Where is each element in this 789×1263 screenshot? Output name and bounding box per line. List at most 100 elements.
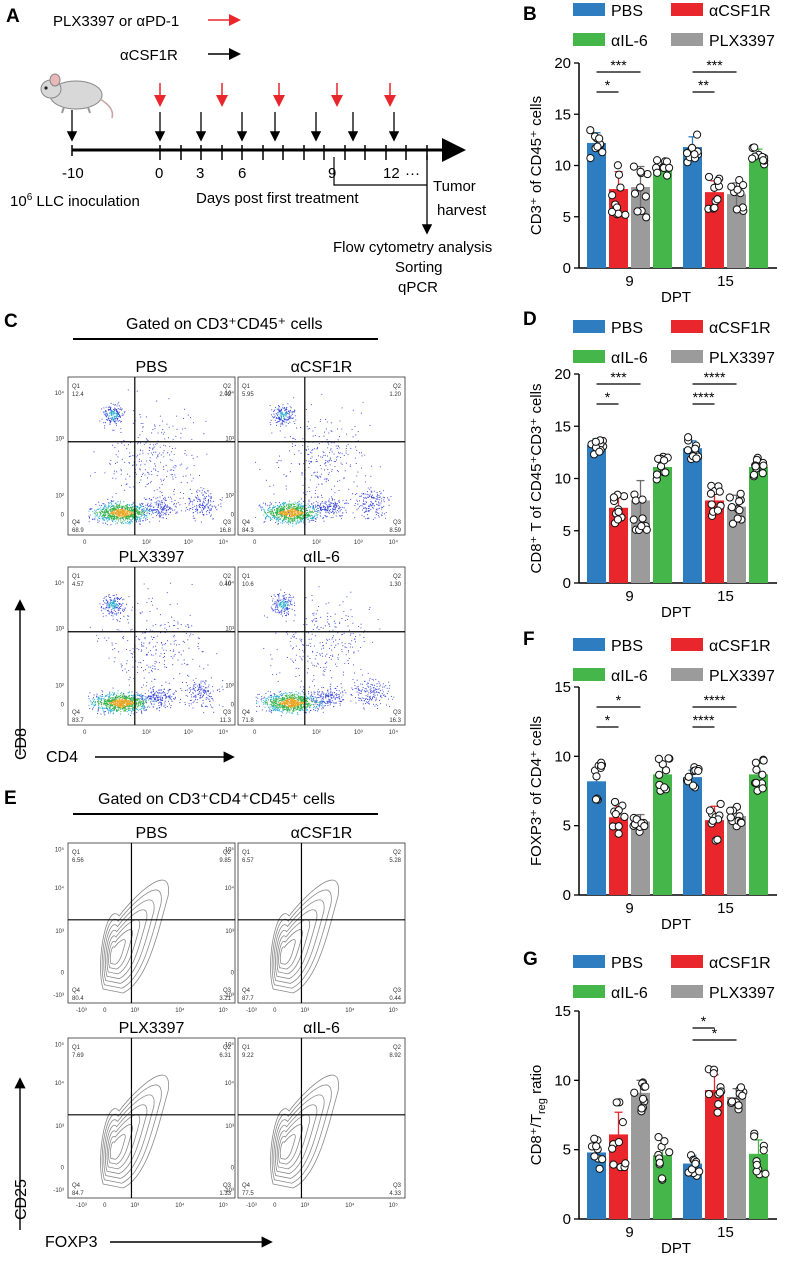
y-tick-label: 15 bbox=[554, 418, 571, 435]
bar bbox=[705, 500, 724, 583]
legend-swatch bbox=[573, 350, 605, 363]
data-point bbox=[735, 497, 744, 506]
quadrant-label: Q1 bbox=[72, 1045, 81, 1051]
quadrant-value: 11.3 bbox=[220, 718, 232, 724]
data-point bbox=[586, 153, 595, 163]
legend-label: αCSF1R bbox=[709, 3, 771, 20]
y-axis-title: FOXP3⁺ of CD4⁺ cells bbox=[528, 716, 545, 866]
data-point bbox=[593, 142, 602, 151]
y-tick-label: 10 bbox=[554, 471, 571, 488]
significance-label: * bbox=[605, 389, 611, 405]
axis-tick-label: 10³ bbox=[225, 929, 234, 935]
quadrant-value: 8.59 bbox=[389, 528, 401, 534]
axis-tick-label: 0 bbox=[231, 702, 235, 708]
harvest-bracket bbox=[333, 157, 427, 186]
data-point bbox=[692, 454, 701, 463]
quadrant-label: Q2 bbox=[223, 384, 232, 390]
significance-label: **** bbox=[704, 692, 726, 708]
y-tick-label: 5 bbox=[563, 818, 571, 835]
legend-label: αCSF1R bbox=[709, 320, 771, 337]
data-point bbox=[612, 1098, 621, 1107]
data-point bbox=[751, 462, 760, 471]
quadrant-value: 3.21 bbox=[219, 996, 231, 1002]
axis-tick-label: 10³ bbox=[300, 1008, 309, 1014]
quadrant-label: Q3 bbox=[223, 988, 232, 994]
quadrant-label: Q1 bbox=[242, 384, 251, 390]
data-point bbox=[592, 772, 601, 781]
y-tick-label: 15 bbox=[554, 106, 571, 123]
x-axis-title: DPT bbox=[661, 604, 691, 621]
quadrant-label: Q2 bbox=[393, 850, 402, 856]
data-point bbox=[592, 1142, 601, 1151]
legend-label: αIL-6 bbox=[611, 985, 648, 1002]
flow-label: Flow cytometry analysis bbox=[333, 239, 492, 256]
data-point bbox=[621, 1159, 630, 1168]
x-tick-label: 9 bbox=[625, 273, 633, 290]
data-point bbox=[641, 192, 650, 201]
data-point bbox=[689, 781, 698, 790]
quadrant-label: Q1 bbox=[72, 574, 81, 580]
bar bbox=[631, 1092, 650, 1219]
axis-tick-label: 10⁴ bbox=[55, 885, 65, 892]
axis-tick-label: 0 bbox=[103, 1008, 107, 1014]
y-axis-title: CD8⁺/Treg ratio bbox=[528, 1065, 548, 1166]
x-axis-label: CD4 bbox=[46, 749, 78, 766]
data-point bbox=[732, 205, 741, 214]
legend-swatch bbox=[573, 3, 605, 16]
data-point bbox=[657, 1174, 667, 1183]
data-point bbox=[704, 1090, 714, 1099]
data-point bbox=[636, 183, 645, 192]
data-point bbox=[658, 760, 667, 769]
gate-title-e: Gated on CD3⁺CD4⁺CD45⁺ cells bbox=[98, 791, 335, 808]
data-point bbox=[595, 134, 604, 143]
quadrant-label: Q3 bbox=[393, 988, 402, 994]
data-point bbox=[630, 189, 640, 198]
axis-tick-label: -10³ bbox=[223, 1188, 234, 1194]
data-point bbox=[607, 207, 617, 216]
axis-tick-label: 10³ bbox=[130, 1203, 139, 1209]
bar bbox=[749, 467, 768, 583]
data-point bbox=[682, 149, 692, 158]
data-point bbox=[759, 461, 768, 470]
quadrant-value: 2.02 bbox=[219, 392, 231, 398]
significance-label: **** bbox=[693, 712, 715, 728]
legend-swatch bbox=[671, 3, 703, 16]
data-point bbox=[616, 183, 625, 192]
data-point bbox=[752, 765, 761, 774]
bar bbox=[631, 187, 650, 268]
y-tick-label: 5 bbox=[563, 209, 571, 226]
data-point bbox=[725, 493, 734, 502]
harvest-label: harvest bbox=[437, 202, 487, 219]
x-tick-label: 15 bbox=[717, 1224, 734, 1241]
quadrant-label: Q4 bbox=[242, 520, 251, 526]
data-point bbox=[705, 806, 714, 815]
x-tick-label: 15 bbox=[717, 900, 734, 917]
quadrant-value: 0.40 bbox=[219, 582, 231, 588]
data-point bbox=[758, 469, 767, 478]
data-point bbox=[609, 1160, 618, 1169]
bar bbox=[609, 817, 628, 895]
data-point bbox=[590, 1134, 599, 1143]
legend-label: PBS bbox=[611, 320, 643, 337]
data-point bbox=[739, 181, 748, 190]
data-point bbox=[713, 195, 722, 204]
axis-tick-label: 10⁴ bbox=[225, 580, 235, 587]
data-point bbox=[608, 191, 617, 200]
axis-tick-label: 10⁴ bbox=[55, 1080, 65, 1087]
plot-title: PBS bbox=[135, 359, 167, 376]
data-point bbox=[629, 162, 638, 171]
quadrant-value: 5.28 bbox=[389, 858, 401, 864]
axis-tick-label: 10³ bbox=[184, 540, 193, 546]
data-point bbox=[759, 756, 768, 765]
axis-tick-label: 0 bbox=[231, 512, 235, 518]
axis-tick-label: 10⁵ bbox=[389, 1007, 399, 1014]
axis-tick-label: 10⁴ bbox=[389, 539, 399, 546]
x-tick-label: 15 bbox=[717, 588, 734, 605]
flow-plot: αIL-6 Q1 10.6 Q2 1.30 Q3 16.3 Q4 71.8 10⁴ 10³ 10² 0 0… bbox=[225, 549, 406, 736]
data-point bbox=[751, 758, 760, 767]
data-point bbox=[713, 506, 723, 515]
significance-label: *** bbox=[610, 369, 627, 385]
axis-tick-label: 10⁴ bbox=[175, 1007, 185, 1014]
tick-label: ··· bbox=[405, 165, 420, 182]
legend-swatch bbox=[573, 985, 605, 998]
